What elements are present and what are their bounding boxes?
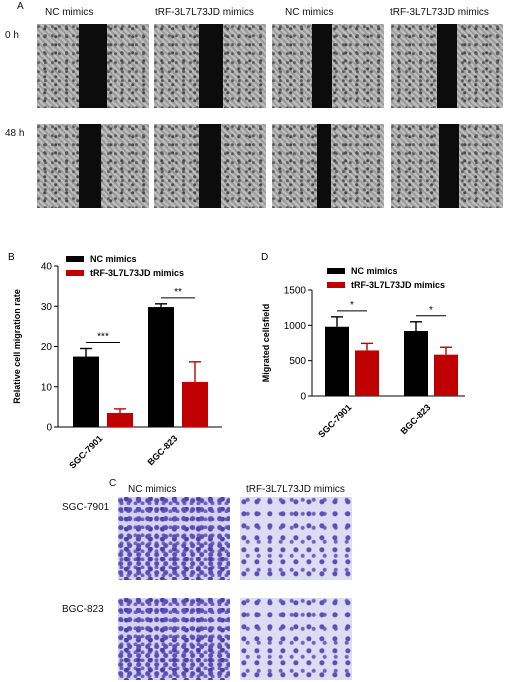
panel-a-letter: A [17, 1, 24, 12]
chart-d-y-axis-label: Migrated cellsfield [261, 304, 271, 383]
chart-d-panel-letter: D [261, 252, 268, 263]
chart-b: B 0 10 20 30 40 Relative cell migration rate N… [8, 252, 222, 470]
chart-d-ytick-label-2: 1000 [284, 321, 307, 332]
panel-a-col-label-2: tRF-3L7L73JD mimics [155, 7, 254, 18]
chart-b-y-axis-label: Relative cell migration rate [12, 289, 22, 404]
chart-d-legend-swatch-0 [327, 268, 345, 274]
chart-b-bar-1-1 [182, 381, 208, 427]
transwell-image-nc-bgc [118, 598, 230, 680]
chart-b-significance-0: *** [97, 332, 109, 343]
panel-a-col-label-4: tRF-3L7L73JD mimics [390, 7, 489, 18]
wound-image-trf-sgc-48h [154, 124, 266, 208]
chart-d-significance-1: * [429, 305, 433, 316]
panel-c-col-label-1: NC mimics [128, 484, 177, 495]
chart-b-significance-1: ** [174, 287, 182, 298]
chart-b-bar-1-0 [148, 307, 174, 427]
chart-d-legend-label-0: NC mimics [351, 266, 398, 276]
chart-d-ytick-label-1: 500 [289, 356, 306, 367]
panel-c-row-label-bgc: BGC-823 [62, 604, 104, 615]
panel-a-col-label-1: NC mimics [45, 7, 94, 18]
wound-image-trf-bgc-48h [391, 124, 503, 208]
chart-b-legend-label-1: tRF-3L7L73JD mimics [90, 268, 184, 278]
transwell-image-trf-bgc [240, 598, 352, 680]
wound-image-nc-sgc-48h [37, 124, 149, 208]
chart-d-bar-0-0 [325, 326, 349, 396]
chart-d-category-label-0: SGC-7901 [316, 402, 353, 439]
chart-d-bar-0-1 [355, 350, 379, 396]
chart-b-panel-letter: B [8, 252, 15, 263]
panel-a-row-label-48h: 48 h [5, 128, 25, 139]
panel-c-col-label-2: tRF-3L7L73JD mimics [246, 484, 345, 495]
chart-d-plot: 0 500 1000 1500 Migrated cellsfield NC mimics… [261, 266, 465, 439]
wound-image-trf-bgc-0h [391, 24, 503, 108]
wound-image-nc-bgc-48h [272, 124, 384, 208]
chart-b-category-label-1: BGC-823 [145, 433, 179, 467]
panel-c-row-label-sgc: SGC-7901 [62, 502, 110, 513]
chart-b-ytick-label-4: 40 [41, 262, 53, 273]
chart-d-legend-label-1: tRF-3L7L73JD mimics [351, 280, 445, 290]
chart-b-ytick-label-0: 0 [46, 423, 52, 434]
chart-b-category-label-0: SGC-7901 [67, 433, 104, 470]
panel-c-letter: C [109, 478, 117, 489]
chart-b-bar-0-0 [73, 356, 99, 427]
chart-d: D 0 500 1000 1500 Migrated cellsfield NC mimi… [261, 252, 465, 439]
chart-d-category-label-1: BGC-823 [398, 402, 432, 436]
chart-d-ytick-label-3: 1500 [284, 286, 307, 297]
chart-b-ytick-label-2: 20 [41, 342, 53, 353]
transwell-image-nc-sgc [118, 497, 230, 580]
chart-d-significance-0: * [350, 300, 354, 311]
wound-image-nc-sgc-0h [37, 24, 149, 108]
chart-d-bar-1-1 [434, 354, 458, 396]
panel-a-row-label-0h: 0 h [5, 30, 19, 41]
chart-b-legend-swatch-1 [66, 270, 84, 276]
chart-b-legend-swatch-0 [66, 256, 84, 262]
chart-d-ytick-label-0: 0 [300, 392, 306, 403]
chart-b-ytick-label-3: 30 [41, 302, 53, 313]
wound-image-trf-sgc-0h [154, 24, 266, 108]
panel-a-col-label-3: NC mimics [285, 7, 334, 18]
chart-b-bar-0-1 [107, 412, 133, 427]
chart-d-bar-1-0 [404, 330, 428, 396]
chart-b-plot: 0 10 20 30 40 Relative cell migration rate NC … [12, 254, 222, 470]
chart-b-ytick-label-1: 10 [41, 382, 53, 393]
wound-image-nc-bgc-0h [272, 24, 384, 108]
chart-b-legend-label-0: NC mimics [90, 254, 137, 264]
transwell-image-trf-sgc [240, 497, 352, 580]
chart-d-legend-swatch-1 [327, 282, 345, 288]
